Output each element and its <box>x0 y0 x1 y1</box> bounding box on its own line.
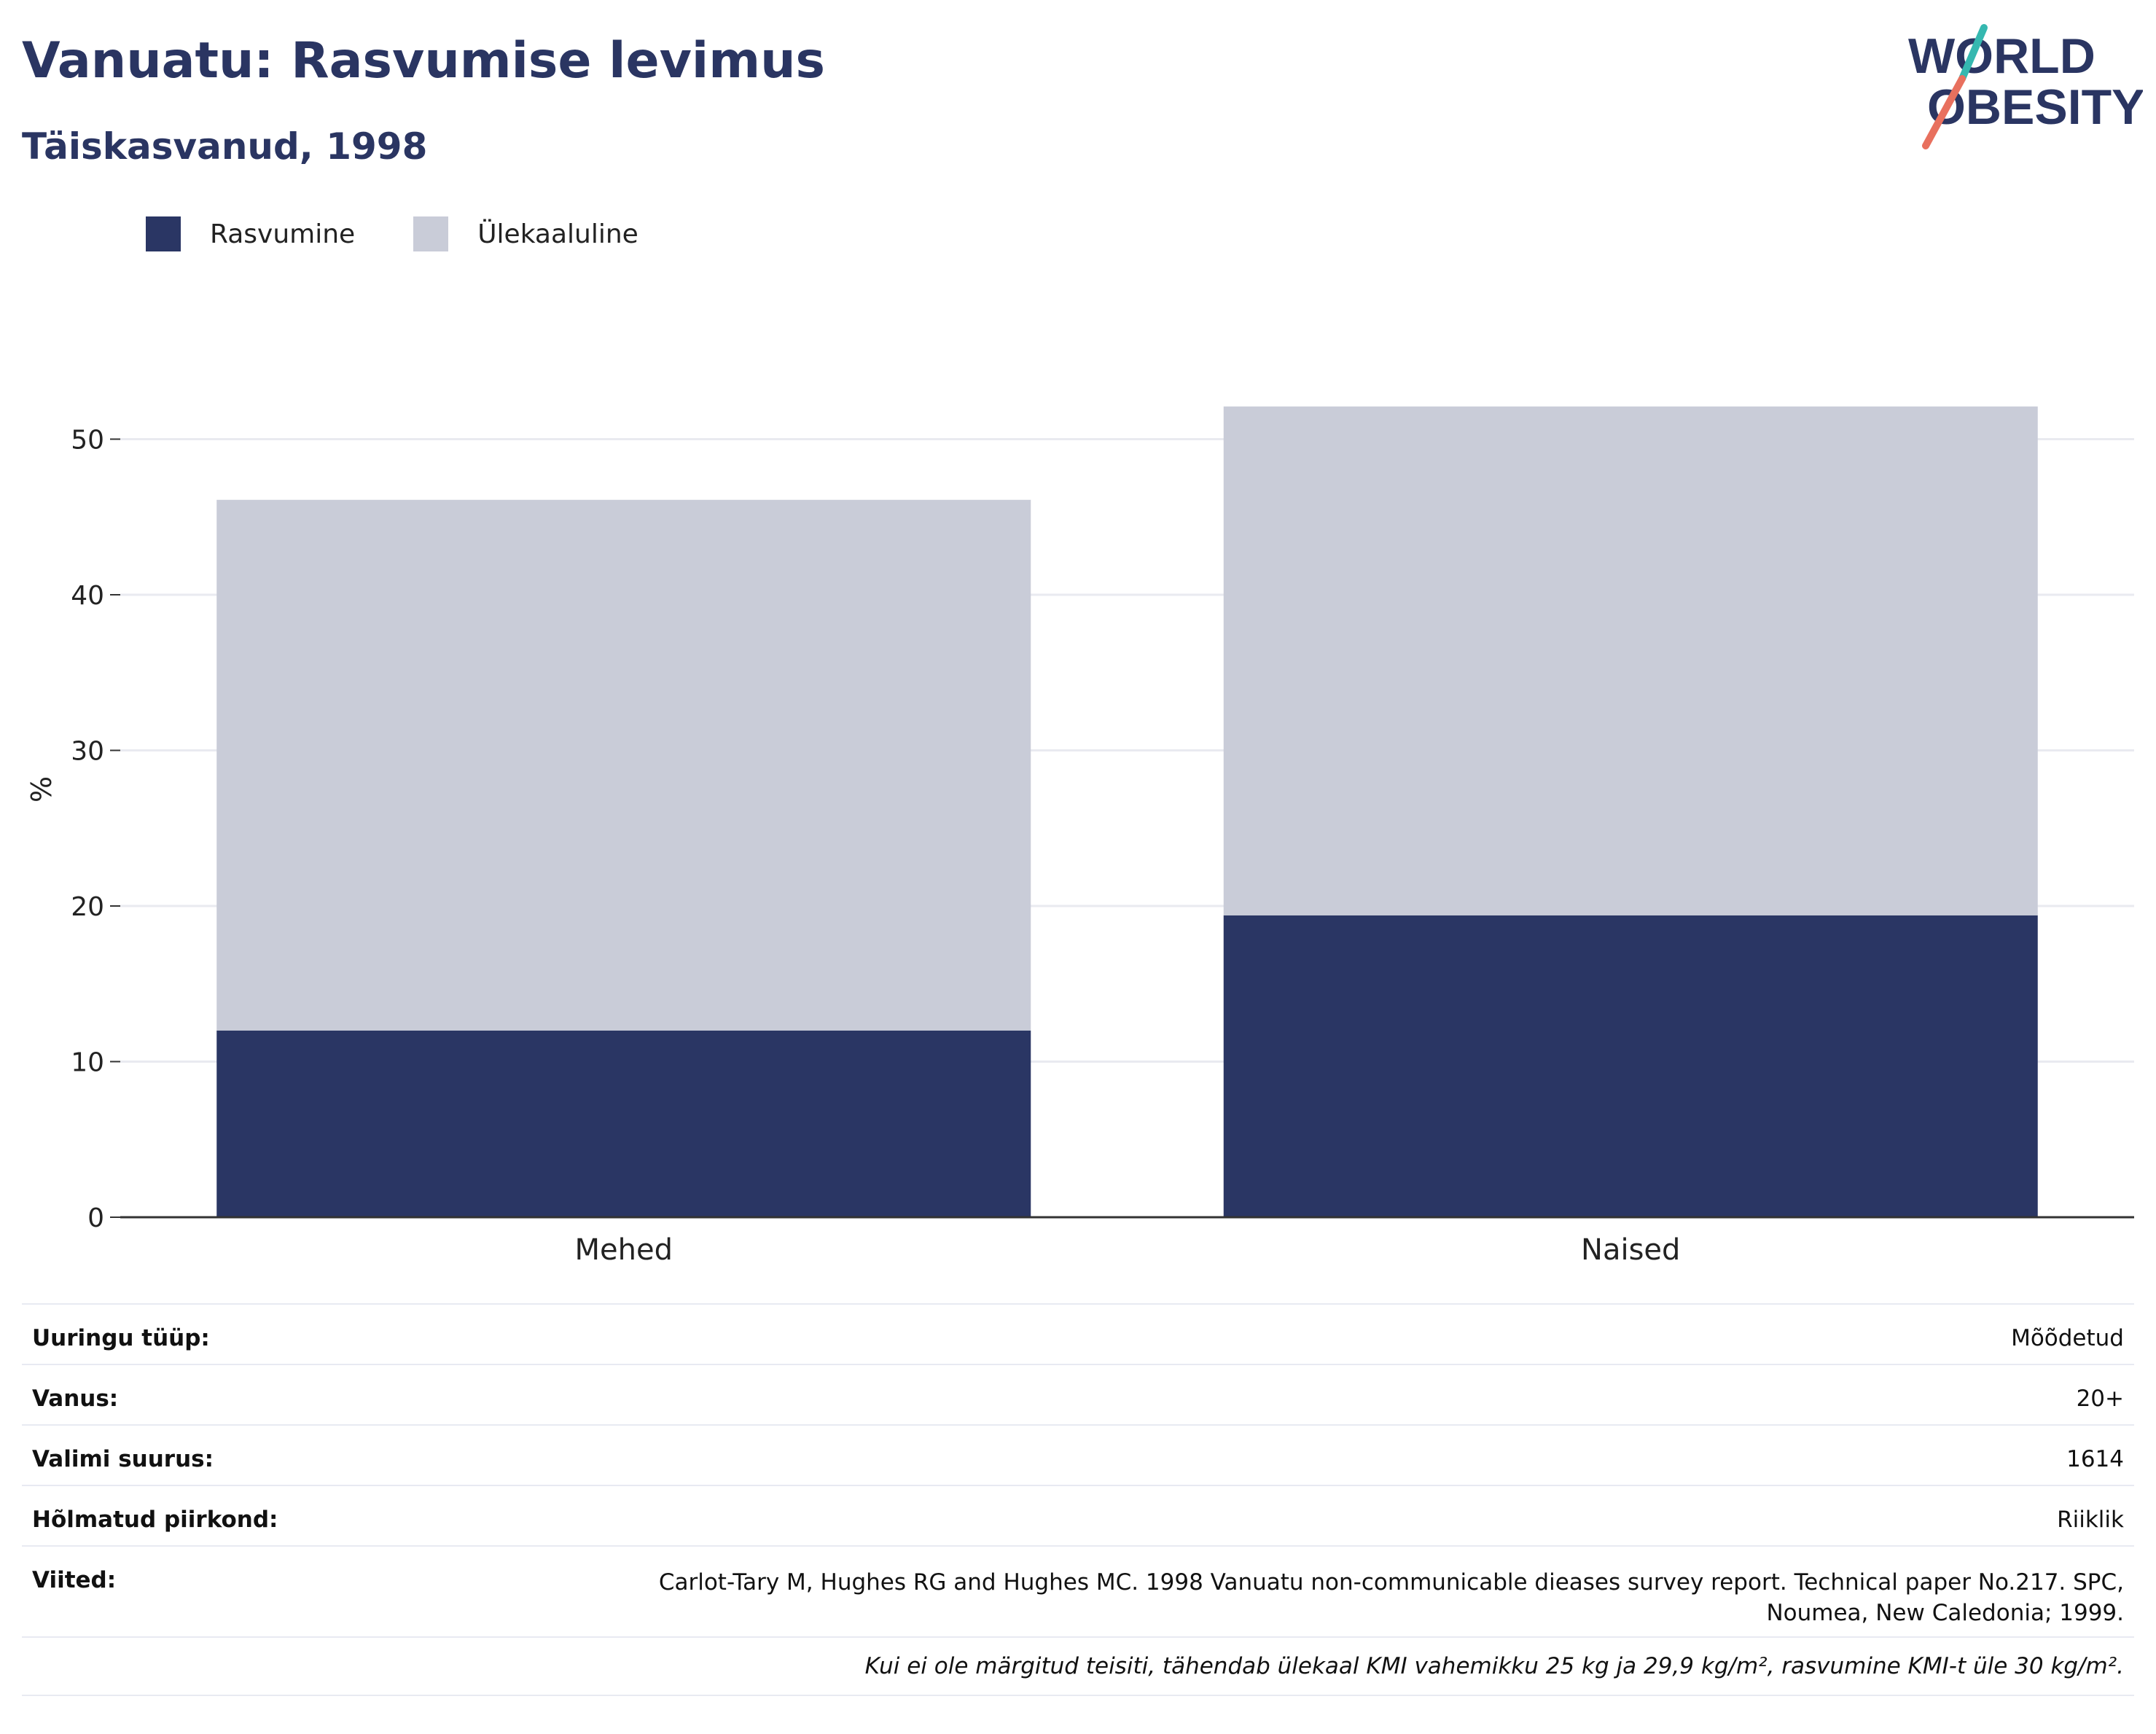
bar-obesity-mehed <box>216 1030 1031 1217</box>
y-tick-label: 0 <box>87 1203 104 1233</box>
logo-word-world: WORLD <box>1908 28 2096 84</box>
survey-info-table: Uuringu tüüp: Mõõdetud Vanus: 20+ Valimi… <box>22 1303 2134 1696</box>
y-tick-label: 30 <box>71 737 104 767</box>
info-row-sample-size: Valimi suurus: 1614 <box>22 1424 2134 1485</box>
logo-slash-coral <box>1922 75 1966 149</box>
info-value: Mõõdetud <box>2011 1325 2124 1351</box>
legend-label-obesity: Rasvumine <box>210 219 356 249</box>
legend-item-obesity[interactable]: Rasvumine <box>146 216 355 251</box>
x-tick-label: Mehed <box>575 1233 673 1267</box>
info-key: Valimi suurus: <box>32 1446 214 1472</box>
info-value: 20+ <box>2076 1386 2124 1412</box>
bar-overweight-mehed <box>216 499 1031 1031</box>
logo-word-obesity: OBESITY <box>1927 79 2143 135</box>
info-value: 1614 <box>2066 1446 2124 1472</box>
stacked-bar-chart: 0 10 20 30 40 50% Mehed Naised <box>26 406 2134 1267</box>
legend-label-overweight: Ülekaaluline <box>477 219 638 249</box>
legend-item-overweight[interactable]: Ülekaaluline <box>413 216 638 251</box>
y-tick-label: 10 <box>71 1048 104 1078</box>
y-axis-label: % <box>26 776 58 802</box>
info-row-survey-type: Uuringu tüüp: Mõõdetud <box>22 1303 2134 1364</box>
y-tick-label: 40 <box>71 581 104 611</box>
bar-overweight-naised <box>1223 406 2038 915</box>
logo-slash-teal <box>1958 24 1988 82</box>
legend-swatch-obesity <box>146 216 181 251</box>
world-obesity-logo: WORLD OBESITY <box>1908 24 2143 149</box>
bar-obesity-naised <box>1223 915 2038 1217</box>
page-subtitle: Täiskasvanud, 1998 <box>22 125 428 168</box>
y-tick-label: 20 <box>71 892 104 922</box>
reference-citation: Carlot-Tary M, Hughes RG and Hughes MC. … <box>658 1569 2124 1626</box>
info-row-age: Vanus: 20+ <box>22 1364 2134 1424</box>
info-key: Vanus: <box>32 1386 119 1412</box>
definition-note: Kui ei ole märgitud teisiti, tähendab ül… <box>22 1636 2134 1696</box>
info-key: Uuringu tüüp: <box>32 1325 210 1351</box>
info-key: Viited: <box>32 1567 117 1593</box>
x-tick-label: Naised <box>1581 1233 1680 1267</box>
chart-legend: Rasvumine Ülekaaluline <box>146 216 697 251</box>
info-row-coverage: Hõlmatud piirkond: Riiklik <box>22 1485 2134 1545</box>
info-key: Hõlmatud piirkond: <box>32 1507 278 1533</box>
info-row-references: Viited: Carlot-Tary M, Hughes RG and Hug… <box>22 1545 2134 1636</box>
legend-swatch-overweight <box>413 216 449 251</box>
info-value: Riiklik <box>2057 1507 2124 1533</box>
y-tick-label: 50 <box>71 426 104 456</box>
page-title: Vanuatu: Rasvumise levimus <box>22 32 825 90</box>
